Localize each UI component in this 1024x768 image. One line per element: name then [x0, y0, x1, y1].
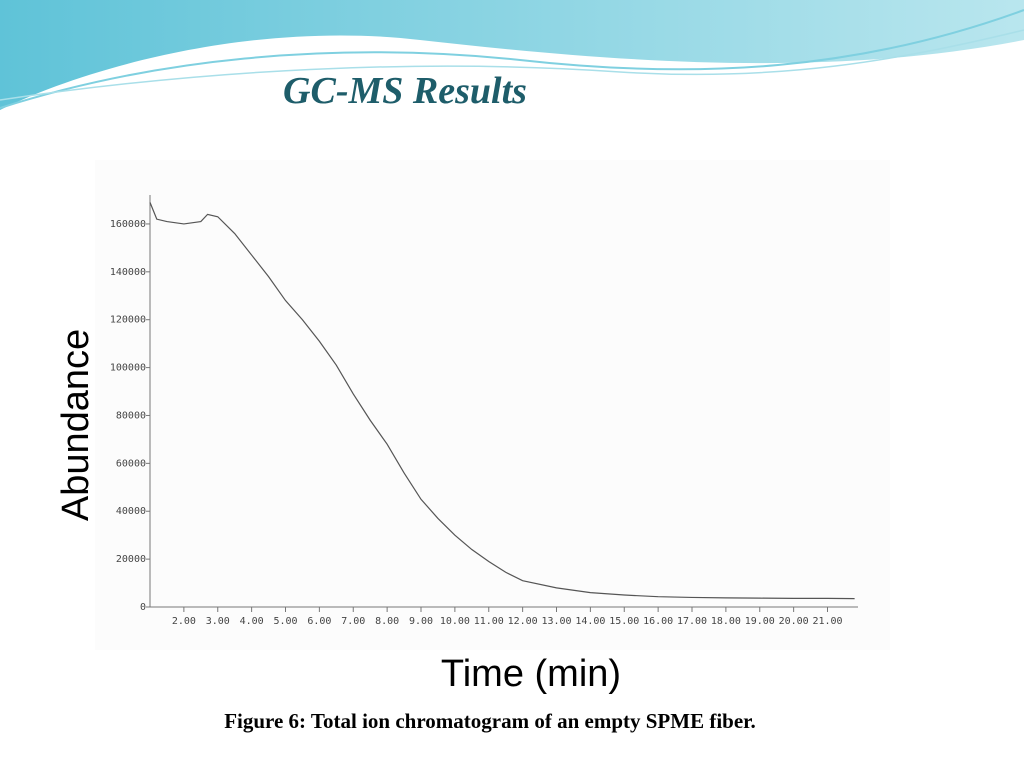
x-tick-label: 3.00 [206, 616, 230, 627]
x-tick-label: 8.00 [375, 616, 399, 627]
x-tick-label: 2.00 [172, 616, 196, 627]
y-tick-label: 0 [140, 602, 146, 613]
y-tick-label: 100000 [110, 363, 146, 374]
x-tick-label: 5.00 [273, 616, 297, 627]
y-tick-label: 160000 [110, 219, 146, 230]
x-tick-label: 10.00 [440, 616, 470, 627]
header-wave [0, 0, 1024, 110]
x-tick-label: 20.00 [779, 616, 809, 627]
wave-line [0, 29, 1024, 101]
x-tick-label: 16.00 [643, 616, 673, 627]
y-tick-label: 40000 [116, 506, 146, 517]
x-tick-label: 18.00 [711, 616, 741, 627]
chart: 0 20000 40000 60000 80000 100000 120000 140000 1… [110, 195, 858, 627]
chart-image [95, 160, 890, 650]
x-tick-label: 19.00 [745, 616, 775, 627]
x-tick-label: 4.00 [240, 616, 264, 627]
x-tick-label: 9.00 [409, 616, 433, 627]
x-tick-label: 6.00 [307, 616, 331, 627]
y-tick-label: 120000 [110, 315, 146, 326]
x-tick-label: 14.00 [575, 616, 605, 627]
x-tick-label: 12.00 [508, 616, 538, 627]
x-tick-label: 11.00 [474, 616, 504, 627]
x-tick-label: 21.00 [812, 616, 842, 627]
x-tick-label: 17.00 [677, 616, 707, 627]
figure-caption: Figure 6: Total ion chromatogram of an e… [224, 709, 756, 733]
y-tick-label: 140000 [110, 267, 146, 278]
x-tick-label: 15.00 [609, 616, 639, 627]
x-axis-label: Time (min) [441, 653, 621, 695]
x-tick-label: 13.00 [541, 616, 571, 627]
y-tick-label: 80000 [116, 410, 146, 421]
y-tick-label: 60000 [116, 458, 146, 469]
data-line [149, 202, 855, 600]
wave-line [0, 9, 1024, 109]
slide-title: GC-MS Results [283, 70, 527, 112]
y-axis-label: Abundance [55, 329, 97, 521]
y-tick-label: 20000 [116, 554, 146, 565]
x-tick-label: 7.00 [341, 616, 365, 627]
